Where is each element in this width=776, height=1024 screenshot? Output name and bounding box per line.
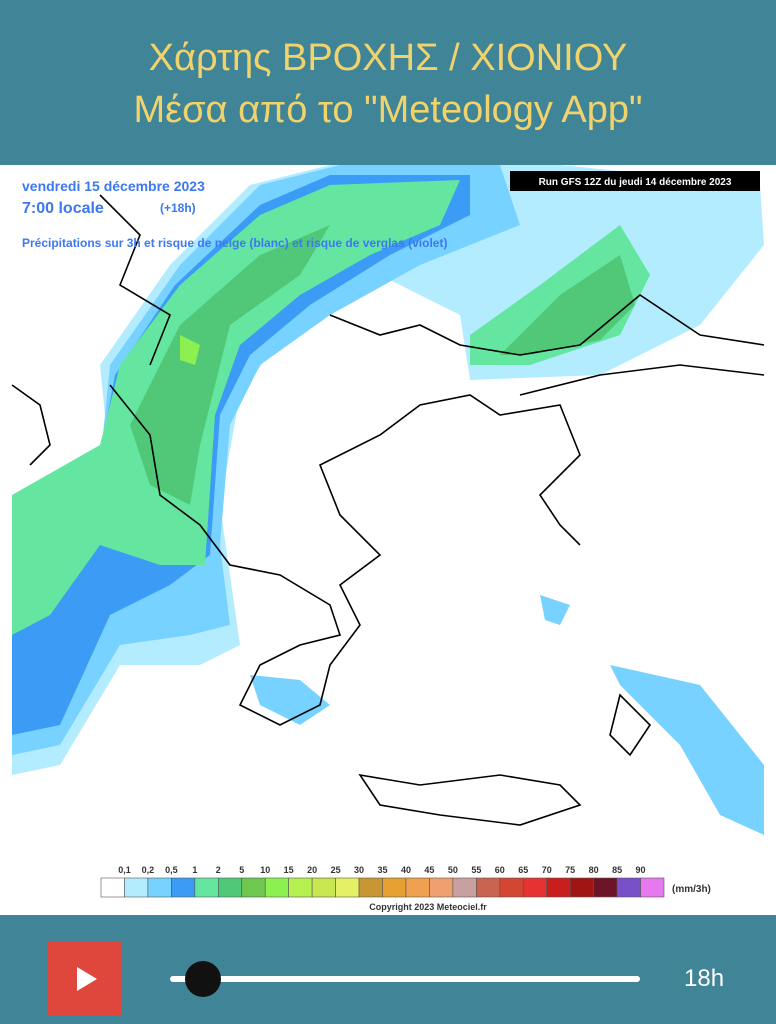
legend-swatch xyxy=(452,877,477,898)
slider-track[interactable] xyxy=(170,976,640,982)
legend-swatch xyxy=(217,877,243,898)
legend-label: 75 xyxy=(565,865,575,875)
legend-swatch xyxy=(522,877,548,898)
play-button[interactable] xyxy=(47,942,122,1016)
legend-swatch xyxy=(358,877,383,898)
legend-swatch xyxy=(335,877,360,898)
legend-swatch xyxy=(616,877,641,898)
legend-swatch xyxy=(593,877,618,898)
legend-swatch xyxy=(546,877,571,898)
run-box xyxy=(510,171,760,191)
legend-label: 85 xyxy=(612,865,622,875)
legend-swatch xyxy=(499,877,524,898)
legend-swatch xyxy=(264,877,289,898)
legend-swatch xyxy=(147,877,172,898)
map-description: Précipitations sur 3h et risque de neige… xyxy=(22,236,447,250)
legend-unit: (mm/3h) xyxy=(672,884,711,895)
map-date: vendredi 15 décembre 2023 xyxy=(22,178,205,194)
weather-map: vendredi 15 décembre 2023 7:00 locale (+… xyxy=(0,165,776,915)
legend-label: 60 xyxy=(495,865,505,875)
legend-swatch xyxy=(241,877,266,898)
legend-label: 35 xyxy=(377,865,387,875)
legend-label: 40 xyxy=(401,865,411,875)
legend-swatch xyxy=(288,877,313,898)
time-label: 18h xyxy=(684,965,725,992)
map-image: vendredi 15 décembre 2023 7:00 locale (+… xyxy=(11,165,765,915)
legend-swatch xyxy=(311,877,336,898)
legend-label: 0,2 xyxy=(142,865,155,875)
legend-swatch xyxy=(194,877,219,898)
legend-swatch xyxy=(124,877,149,898)
legend-label: 25 xyxy=(331,865,341,875)
legend-swatch xyxy=(405,877,430,898)
legend-label: 5 xyxy=(239,865,244,875)
legend-label: 80 xyxy=(589,865,599,875)
legend-label: 70 xyxy=(542,865,552,875)
legend-label: 1 xyxy=(192,865,197,875)
legend-swatch xyxy=(382,877,407,898)
legend-swatch xyxy=(100,877,125,898)
coastlines xyxy=(11,194,765,826)
legend-swatch xyxy=(429,877,454,898)
legend-swatch xyxy=(640,877,665,898)
header: Χάρτης ΒΡΟΧΗΣ / ΧΙΟΝΙΟΥ Μέσα από το "Met… xyxy=(0,0,776,165)
legend-label: 2 xyxy=(216,865,221,875)
legend-label: 90 xyxy=(636,865,646,875)
map-lead: (+18h) xyxy=(160,201,196,215)
legend: 0,1 0,2 0,5 1 2 5 10 15 20 25 30 35 40 45 50 55 60 65 70 75… xyxy=(100,865,665,898)
legend-label: 20 xyxy=(307,865,317,875)
legend-label: 55 xyxy=(471,865,481,875)
legend-swatch xyxy=(476,877,501,898)
legend-swatch xyxy=(171,877,196,898)
map-time: 7:00 locale xyxy=(22,200,104,217)
play-icon xyxy=(77,967,97,991)
legend-label: 30 xyxy=(354,865,364,875)
slider-knob[interactable] xyxy=(185,961,221,997)
copyright: Copyright 2023 Meteociel.fr xyxy=(369,902,487,912)
title: Μέσα από το "Meteology App" xyxy=(133,89,643,131)
precipitation xyxy=(12,165,764,835)
player-bar: 18h xyxy=(0,915,776,1024)
legend-label: 0,5 xyxy=(165,865,178,875)
legend-label: 50 xyxy=(448,865,458,875)
legend-label: 65 xyxy=(518,865,528,875)
map-run: Run GFS 12Z du jeudi 14 décembre 2023 xyxy=(539,177,732,188)
legend-label: 45 xyxy=(424,865,434,875)
legend-label: 10 xyxy=(260,865,270,875)
legend-swatch xyxy=(569,877,594,898)
legend-label: 15 xyxy=(284,865,294,875)
title: Χάρτης ΒΡΟΧΗΣ / ΧΙΟΝΙΟΥ xyxy=(148,37,628,79)
legend-label: 0,1 xyxy=(118,865,131,875)
